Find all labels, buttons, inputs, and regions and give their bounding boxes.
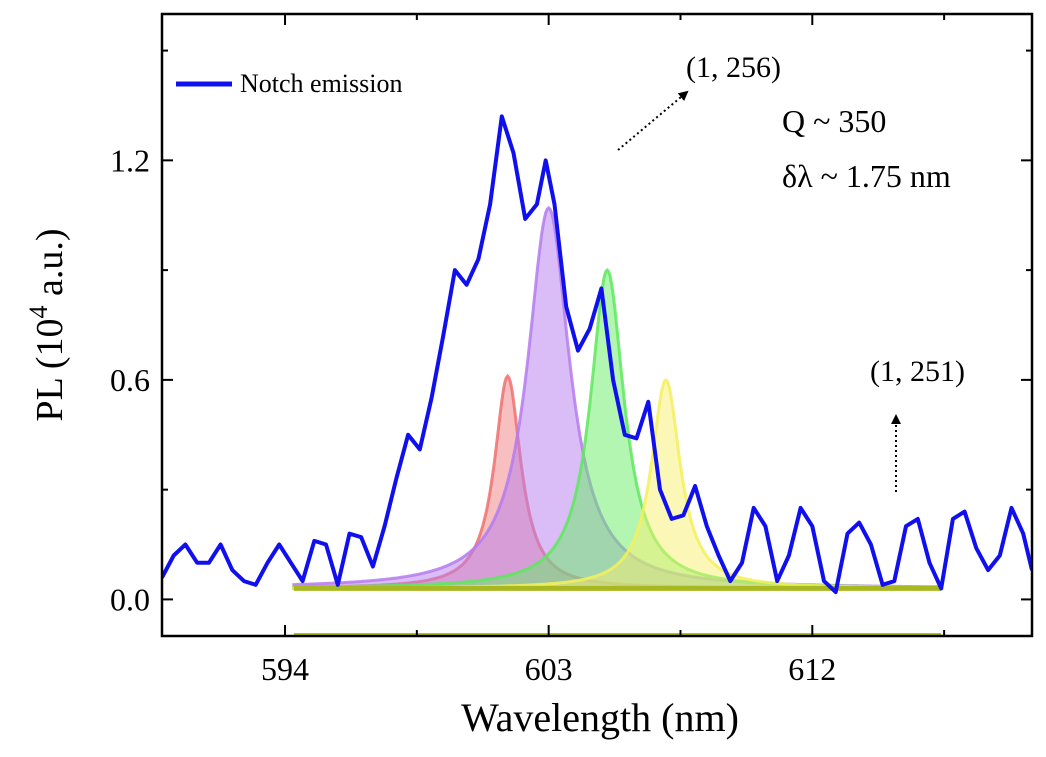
- annotation-mode-2: (1, 251): [870, 355, 965, 388]
- annotation-q-factor: Q ~ 350: [782, 103, 886, 139]
- x-axis-label: Wavelength (nm): [461, 695, 739, 740]
- legend-label: Notch emission: [240, 69, 403, 98]
- annotation-linewidth: δλ ~ 1.75 nm: [782, 158, 951, 194]
- x-tick-label: 603: [525, 651, 573, 687]
- y-axis-label-prefix: PL (10: [29, 318, 71, 421]
- axis-ticks: 594 603 612 0.0 0.6 1.2: [110, 14, 1032, 687]
- annotation-arrow-1: [617, 90, 689, 151]
- y-axis-label-sup: 4: [24, 305, 53, 318]
- x-tick-label: 612: [788, 651, 836, 687]
- y-tick-label: 1.2: [110, 142, 150, 178]
- y-axis-label-suffix: a.u.): [29, 228, 71, 305]
- series-layer: [162, 114, 1032, 595]
- y-axis-label: PL (104 a.u.): [24, 228, 71, 421]
- x-tick-label: 594: [261, 651, 309, 687]
- y-tick-label: 0.0: [110, 581, 150, 617]
- fit-peaks-layer: [292, 205, 943, 635]
- annotation-mode-1: (1, 256): [686, 51, 781, 84]
- annotations: (1, 256) (1, 251) Q ~ 350 δλ ~ 1.75 nm: [617, 51, 965, 492]
- y-tick-label: 0.6: [110, 362, 150, 398]
- legend: Notch emission: [176, 69, 403, 98]
- series-notch-emission: [162, 114, 1032, 595]
- plot-frame: [160, 12, 1034, 638]
